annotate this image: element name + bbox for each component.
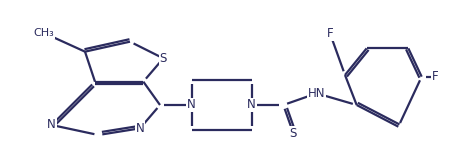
Text: F: F [327, 27, 333, 40]
Text: HN: HN [308, 87, 325, 100]
Text: S: S [160, 52, 167, 65]
Text: N: N [247, 98, 256, 111]
Text: F: F [431, 70, 438, 83]
Text: CH₃: CH₃ [34, 28, 54, 38]
Text: N: N [135, 122, 145, 135]
Text: S: S [290, 127, 297, 140]
Text: N: N [47, 119, 56, 131]
Text: N: N [187, 98, 196, 111]
